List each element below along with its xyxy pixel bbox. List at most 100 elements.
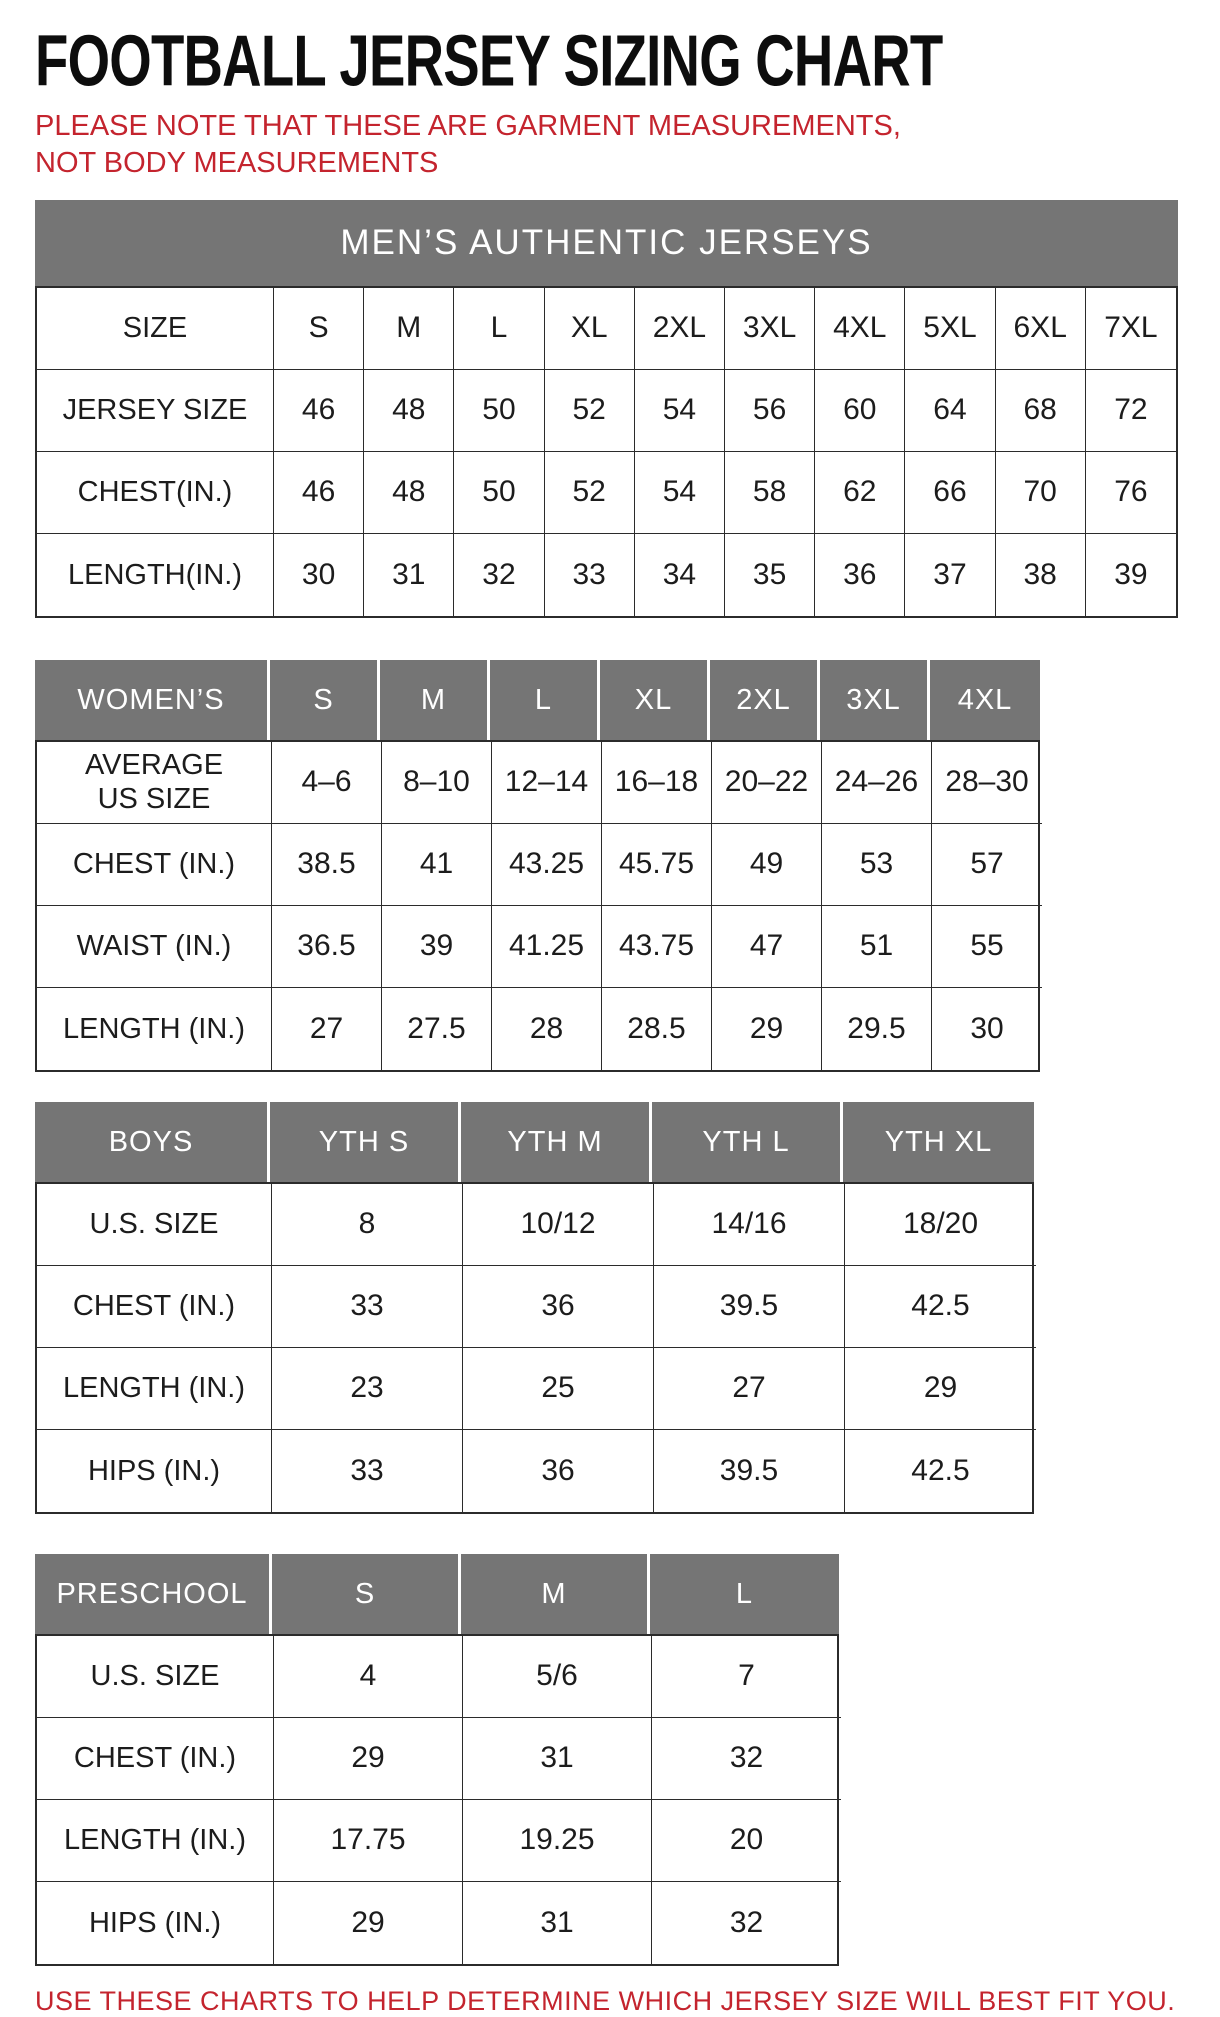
value-cell: 29 bbox=[274, 1718, 463, 1801]
value-cell: 39 bbox=[1114, 557, 1148, 591]
value-cell: 28–30 bbox=[932, 742, 1042, 825]
size-header-cell: L bbox=[650, 1554, 839, 1635]
value-cell: 50 bbox=[454, 452, 545, 535]
table-row: LENGTH (IN.) 23 25 27 29 bbox=[37, 1348, 1036, 1431]
value-cell: 45.75 bbox=[602, 824, 712, 907]
table-title-cell: WOMEN’S bbox=[35, 660, 270, 741]
value-cell: 20–22 bbox=[712, 742, 822, 825]
value-cell: 29 bbox=[274, 1882, 463, 1965]
table-row: LENGTH (IN.) 27 27.5 28 28.5 29 29.5 30 bbox=[37, 988, 1038, 1071]
value-cell: 72 bbox=[1085, 370, 1176, 453]
value-cell: 14/16 bbox=[654, 1184, 845, 1267]
value-cell: 16–18 bbox=[602, 742, 712, 825]
size-header-cell: YTH XL bbox=[843, 1102, 1034, 1183]
size-header-cell: 2XL bbox=[710, 660, 820, 741]
table-row: LENGTH(IN.) 30 31 32 33 34 35 36 37 38 39 bbox=[37, 534, 1176, 617]
row-label: U.S. SIZE bbox=[37, 1636, 274, 1719]
value-cell: 20 bbox=[652, 1800, 841, 1883]
mens-authentic-jerseys-table: MEN’S AUTHENTIC JERSEYS SIZE S M L XL 2XL 3XL 4… bbox=[35, 200, 1178, 619]
size-header-cell: 3XL bbox=[820, 660, 930, 741]
value-cell: 3XL bbox=[724, 288, 816, 371]
table-row: HIPS (IN.) 29 31 32 bbox=[37, 1882, 837, 1965]
value-cell: 56 bbox=[724, 370, 816, 453]
value-cell: 29.5 bbox=[822, 988, 932, 1071]
value-cell: 57 bbox=[932, 824, 1042, 907]
value-cell: 64 bbox=[905, 370, 996, 453]
value-cell: 6XL bbox=[995, 288, 1086, 371]
value-cell: 5/6 bbox=[463, 1636, 652, 1719]
table-row: CHEST (IN.) 38.5 41 43.25 45.75 49 53 57 bbox=[37, 824, 1042, 907]
table-title-cell: PRESCHOOL bbox=[35, 1554, 272, 1635]
value-cell: 30 bbox=[274, 534, 365, 617]
value-cell: XL bbox=[544, 288, 635, 371]
value-cell: 31 bbox=[463, 1718, 652, 1801]
value-cell: S bbox=[274, 288, 365, 371]
size-header-cell: M bbox=[461, 1554, 650, 1635]
value-cell: 24–26 bbox=[822, 742, 932, 825]
value-cell: 76 bbox=[1085, 452, 1176, 535]
value-cell: 46 bbox=[274, 370, 365, 453]
value-cell: 43.75 bbox=[602, 906, 712, 989]
boys-sizing-table: BOYS YTH S YTH M YTH L YTH XL U.S. SIZE 8 10/1… bbox=[35, 1102, 1036, 1515]
value-cell: 70 bbox=[995, 452, 1086, 535]
row-label: LENGTH(IN.) bbox=[37, 534, 274, 617]
size-header-cell: M bbox=[380, 660, 490, 741]
value-cell: 34 bbox=[635, 534, 725, 617]
row-label: HIPS (IN.) bbox=[37, 1882, 274, 1965]
value-cell: 7 bbox=[652, 1636, 841, 1719]
value-cell: 27.5 bbox=[382, 988, 492, 1071]
value-cell: 32 bbox=[454, 534, 545, 617]
value-cell: 29 bbox=[845, 1348, 1036, 1431]
row-label: CHEST (IN.) bbox=[37, 824, 272, 907]
table-row: CHEST (IN.) 33 36 39.5 42.5 bbox=[37, 1266, 1036, 1349]
value-cell: 60 bbox=[815, 370, 906, 453]
value-cell: 33 bbox=[272, 1430, 463, 1513]
garment-measurement-note: PLEASE NOTE THAT THESE ARE GARMENT MEASU… bbox=[35, 110, 901, 180]
value-cell: 27 bbox=[272, 988, 382, 1071]
value-cell: 35 bbox=[725, 534, 816, 617]
row-label: HIPS (IN.) bbox=[37, 1430, 272, 1513]
value-cell: 41.25 bbox=[492, 906, 602, 989]
value-cell: 50 bbox=[454, 370, 545, 453]
womens-sizing-table: WOMEN’S S M L XL 2XL 3XL 4XL AVERAGE US SIZE 4–6… bbox=[35, 660, 1042, 1073]
size-header-cell: L bbox=[490, 660, 600, 741]
value-cell: 47 bbox=[712, 906, 822, 989]
size-header-cell: YTH L bbox=[652, 1102, 843, 1183]
value-cell: 54 bbox=[634, 452, 725, 535]
table-row: WAIST (IN.) 36.5 39 41.25 43.75 47 51 55 bbox=[37, 906, 1042, 989]
preschool-sizing-table: PRESCHOOL S M L U.S. SIZE 4 5/6 7 CHEST (IN.) 29… bbox=[35, 1554, 841, 1967]
value-cell: 8 bbox=[272, 1184, 463, 1267]
value-cell: M bbox=[364, 288, 455, 371]
value-cell: 31 bbox=[463, 1882, 652, 1965]
table-row: LENGTH (IN.) 17.75 19.25 20 bbox=[37, 1800, 841, 1883]
value-cell: 42.5 bbox=[845, 1266, 1036, 1349]
value-cell: 39.5 bbox=[654, 1430, 845, 1513]
value-cell: 4XL bbox=[815, 288, 906, 371]
size-header-cell: 4XL bbox=[930, 660, 1040, 741]
value-cell: 4 bbox=[274, 1636, 463, 1719]
value-cell: 7XL bbox=[1085, 288, 1176, 371]
value-cell: 33 bbox=[272, 1266, 463, 1349]
row-label: LENGTH (IN.) bbox=[37, 1800, 274, 1883]
value-cell: 52 bbox=[544, 370, 635, 453]
value-cell: 10/12 bbox=[463, 1184, 654, 1267]
womens-table-header-row: WOMEN’S S M L XL 2XL 3XL 4XL bbox=[35, 660, 1040, 741]
value-cell: 38.5 bbox=[272, 824, 382, 907]
boys-table-body: U.S. SIZE 8 10/12 14/16 18/20 CHEST (IN.) 33 36… bbox=[35, 1182, 1036, 1515]
value-cell: 41 bbox=[382, 824, 492, 907]
value-cell: 46 bbox=[274, 452, 365, 535]
table-row: U.S. SIZE 8 10/12 14/16 18/20 bbox=[37, 1184, 1036, 1267]
value-cell: 36.5 bbox=[272, 906, 382, 989]
value-cell: 43.25 bbox=[492, 824, 602, 907]
value-cell: 4–6 bbox=[272, 742, 382, 825]
value-cell: 18/20 bbox=[845, 1184, 1036, 1267]
preschool-table-header-row: PRESCHOOL S M L bbox=[35, 1554, 839, 1635]
table-row: HIPS (IN.) 33 36 39.5 42.5 bbox=[37, 1430, 1032, 1513]
value-cell: 36 bbox=[815, 534, 906, 617]
row-label: AVERAGE US SIZE bbox=[37, 742, 272, 825]
row-label: CHEST(IN.) bbox=[37, 452, 274, 535]
page-title: FOOTBALL JERSEY SIZING CHART bbox=[35, 19, 943, 101]
value-cell: 12–14 bbox=[492, 742, 602, 825]
value-cell: 37 bbox=[905, 534, 996, 617]
